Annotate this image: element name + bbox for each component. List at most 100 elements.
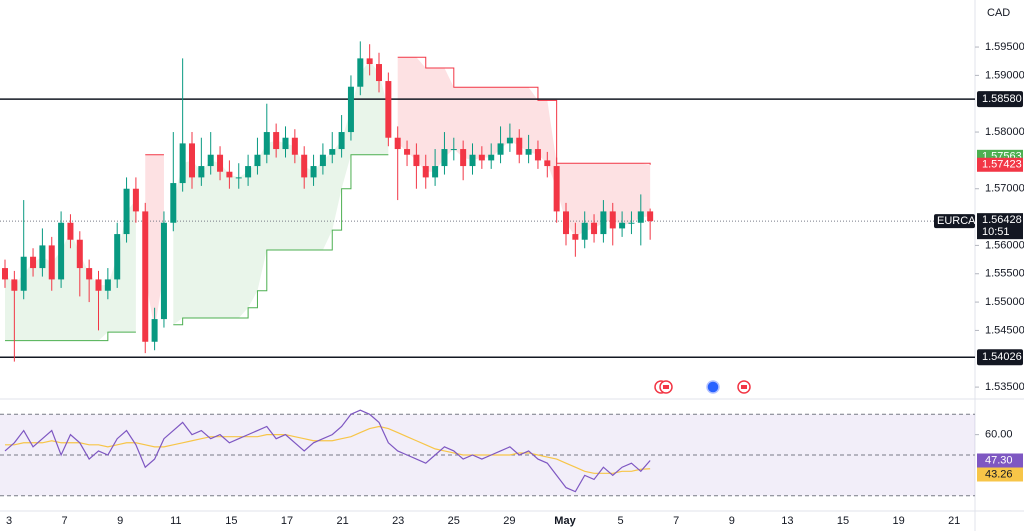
flag	[741, 385, 747, 389]
candle-body	[20, 256, 27, 291]
last-price-label: 1.56428	[982, 214, 1022, 226]
candle-body	[11, 279, 18, 291]
candle-body	[347, 86, 354, 133]
x-tick-label: 3	[6, 515, 12, 527]
event-icons	[654, 380, 751, 394]
candle-body	[114, 234, 121, 280]
candle-body	[422, 166, 429, 178]
y-tick-label: 1.56000	[985, 239, 1024, 251]
candle-body	[553, 166, 560, 212]
event-icon[interactable]	[706, 380, 720, 394]
x-tick-label: 17	[281, 515, 293, 527]
y-tick-label: 1.59000	[985, 69, 1024, 81]
candle-body	[58, 222, 65, 280]
candle-body	[581, 222, 588, 240]
x-tick-label: 13	[781, 515, 793, 527]
y-tick-label: 1.54500	[985, 324, 1024, 336]
rsi-ma-badge	[977, 467, 1023, 482]
rsi-badge	[977, 453, 1023, 468]
candle-body	[2, 268, 8, 280]
candle-body	[637, 211, 644, 223]
y-tick-label: 1.57000	[985, 183, 1024, 195]
candle-body	[48, 245, 55, 280]
candle-body	[525, 149, 532, 155]
trend-fill	[5, 200, 136, 341]
x-tick-label: 21	[948, 515, 960, 527]
candle-body	[329, 149, 336, 155]
symbol-label: EURCAD	[937, 215, 984, 227]
candle-body	[207, 154, 214, 167]
candle-body	[628, 222, 635, 224]
candle-body	[413, 154, 420, 167]
x-tick-label: 21	[336, 515, 348, 527]
y-tick-label: 1.59500	[985, 41, 1024, 53]
candle-body	[478, 154, 485, 161]
x-tick-label: 15	[837, 515, 849, 527]
x-tick-label: 9	[729, 515, 735, 527]
x-tick-label: 11	[170, 515, 181, 527]
x-tick-label: 25	[448, 515, 460, 527]
candle-body	[291, 137, 298, 155]
price-badge	[977, 349, 1023, 366]
price-badge	[977, 91, 1023, 108]
candle-body	[217, 154, 224, 172]
x-tick-label: 5	[618, 515, 624, 527]
rsi-ma-badge-label: 43.26	[985, 468, 1013, 480]
candle-body	[67, 222, 74, 240]
candle-body	[338, 132, 345, 150]
candle-body	[189, 143, 195, 178]
candle-body	[39, 245, 46, 269]
candle-body	[450, 149, 457, 151]
candle-body	[282, 137, 289, 150]
candle-body	[86, 268, 93, 280]
candle-body	[310, 166, 317, 178]
x-tick-label: 29	[503, 515, 515, 527]
candle-body	[160, 222, 167, 320]
candle-body	[104, 279, 111, 291]
rsi-line	[4, 409, 651, 493]
y-tick-label: 1.55500	[985, 268, 1024, 280]
y-tick-label: 1.55000	[985, 296, 1024, 308]
candle-body	[179, 143, 186, 184]
candle-body	[76, 239, 83, 269]
rsi-badge-label: 47.30	[985, 454, 1013, 466]
candle-body	[404, 149, 411, 155]
candle-body	[273, 132, 280, 150]
candle-body	[263, 132, 270, 155]
candle-body	[235, 177, 242, 179]
candle-body	[563, 211, 569, 235]
candle-body	[151, 319, 158, 342]
candle-body	[572, 234, 579, 240]
candle-body	[254, 154, 261, 167]
candle-body	[497, 143, 504, 155]
candle-body	[441, 149, 448, 167]
trend-fill	[173, 61, 389, 325]
countdown-label: 10:51	[982, 226, 1010, 238]
candle-body	[534, 149, 541, 161]
candle-body	[600, 211, 607, 235]
candle-body	[609, 211, 616, 229]
candle-body	[385, 81, 392, 138]
indicator-badge	[977, 157, 1023, 172]
candle-body	[132, 188, 139, 212]
y-tick-label: 1.58000	[985, 126, 1024, 138]
candle-body	[619, 222, 626, 229]
trend-line	[5, 154, 389, 342]
candle-body	[469, 154, 476, 167]
candle-body	[376, 64, 382, 82]
candle-body	[591, 222, 598, 235]
price-badge-label: 1.54026	[982, 351, 1022, 363]
x-tick-label: 23	[392, 515, 404, 527]
trend-fill	[397, 57, 651, 237]
candle-body	[357, 58, 364, 87]
candle-body	[488, 154, 495, 161]
candle-body	[198, 166, 205, 178]
candle-body	[460, 149, 467, 167]
candle-body	[319, 154, 326, 167]
flag	[663, 385, 669, 389]
x-tick-label: 9	[117, 515, 123, 527]
candle-body	[506, 137, 513, 144]
candle-body	[301, 154, 308, 178]
